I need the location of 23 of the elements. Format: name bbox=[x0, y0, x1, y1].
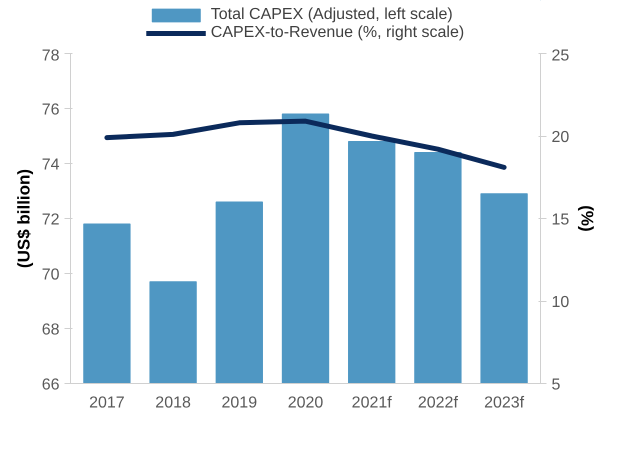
y2-tick-label: 5 bbox=[552, 376, 560, 394]
y-tick-label: 66 bbox=[42, 376, 60, 394]
y2-tick-label: 25 bbox=[552, 48, 570, 64]
y2-tick-label: 15 bbox=[552, 212, 570, 228]
y-tick-label: 70 bbox=[42, 266, 60, 284]
y-tick-label: 74 bbox=[42, 156, 60, 174]
legend-label: Total CAPEX (Adjusted, left scale) bbox=[210, 6, 453, 24]
y2-tick-label: 20 bbox=[552, 129, 570, 146]
x-tick-label: 2017 bbox=[89, 394, 125, 412]
y-tick-label: 72 bbox=[42, 212, 60, 228]
y-axis-title: (US$ billion) bbox=[14, 168, 34, 268]
x-tick-label: 2020 bbox=[288, 394, 324, 412]
y-tick-label: 78 bbox=[42, 48, 60, 64]
y-tick-label: 68 bbox=[42, 322, 60, 338]
legend-label: CAPEX-to-Revenue (%, right scale) bbox=[210, 24, 464, 42]
x-tick-label: 2018 bbox=[155, 394, 192, 412]
x-tick-label: 2023f bbox=[484, 394, 525, 412]
x-tick-label: 2019 bbox=[222, 394, 258, 412]
y-tick-label: 76 bbox=[42, 102, 60, 118]
y2-tick-label: 10 bbox=[552, 294, 570, 311]
y2-axis-title: (%) bbox=[577, 205, 596, 232]
x-tick-label: 2022f bbox=[418, 394, 458, 412]
x-tick-label: 2021f bbox=[352, 394, 392, 412]
